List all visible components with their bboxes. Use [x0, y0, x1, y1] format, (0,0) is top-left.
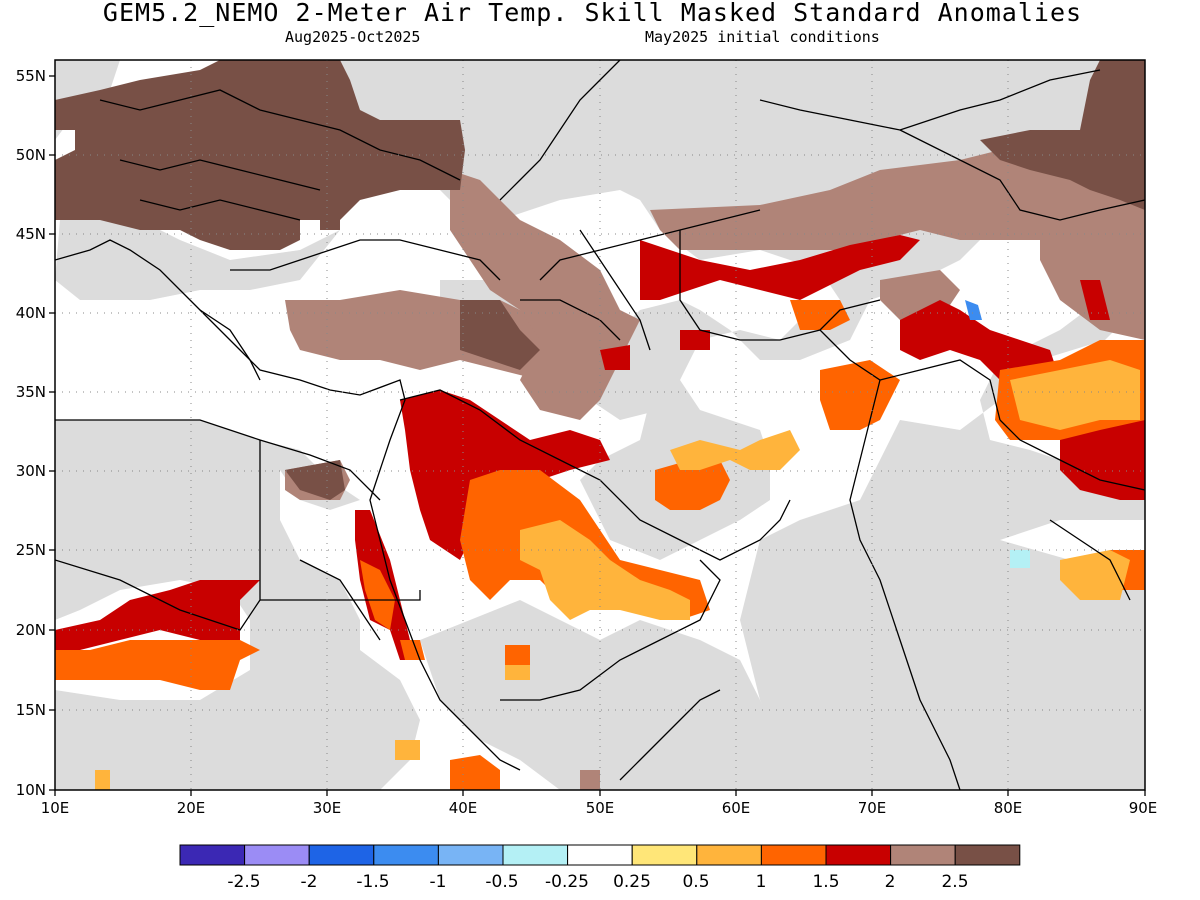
anomaly-negative-patch-blue — [965, 300, 982, 320]
colorbar-label: 0.25 — [613, 872, 651, 892]
colorbar-label: 2.5 — [941, 872, 968, 892]
lon-label-70E: 70E — [858, 799, 887, 817]
colorbar-swatch — [502, 844, 569, 866]
colorbar-swatch — [567, 844, 633, 866]
boundary-lines — [55, 60, 1145, 790]
colorbar-label: -1.5 — [356, 872, 389, 892]
anomaly-0.5-to-1 — [95, 360, 1140, 790]
lat-label-40N: 40N — [16, 304, 46, 322]
lon-label-60E: 60E — [722, 799, 751, 817]
colorbar-swatch — [179, 844, 246, 866]
anomaly-above-2.5 — [55, 60, 1145, 500]
colorbar-swatch — [244, 844, 310, 866]
colorbar-swatch — [954, 844, 1021, 866]
lon-label-20E: 20E — [177, 799, 206, 817]
anomaly-negative-patch — [1010, 550, 1030, 568]
initial-conditions: May2025 initial conditions — [645, 28, 880, 46]
longitude-labels: 10E 20E 30E 40E 50E 60E 70E 80E 90E — [41, 799, 1158, 817]
map-fields — [55, 60, 1145, 790]
lon-label-90E: 90E — [1129, 799, 1158, 817]
lon-label-50E: 50E — [586, 799, 615, 817]
lat-label-15N: 15N — [16, 701, 46, 719]
colorbar-swatches — [179, 844, 1021, 866]
lat-label-10N: 10N — [16, 781, 46, 799]
lon-label-30E: 30E — [313, 799, 342, 817]
colorbar-swatch — [760, 844, 827, 866]
lat-label-55N: 55N — [16, 67, 46, 85]
colorbar: -2.5 -2 -1.5 -1 -0.5 -0.25 0.25 0.5 1 1.… — [179, 844, 1021, 892]
colorbar-swatch — [890, 844, 956, 866]
colorbar-label: -1 — [430, 872, 447, 892]
forecast-period: Aug2025-Oct2025 — [285, 28, 421, 46]
lat-label-50N: 50N — [16, 146, 46, 164]
lon-label-10E: 10E — [41, 799, 70, 817]
colorbar-swatch — [373, 844, 439, 866]
lat-label-45N: 45N — [16, 225, 46, 243]
colorbar-label: -0.25 — [545, 872, 589, 892]
gridlines — [55, 60, 1145, 790]
lat-label-35N: 35N — [16, 383, 46, 401]
colorbar-label: -0.5 — [485, 872, 518, 892]
colorbar-label: 1 — [756, 872, 767, 892]
colorbar-swatch — [631, 844, 698, 866]
tick-marks — [49, 75, 1146, 796]
lat-label-30N: 30N — [16, 462, 46, 480]
colorbar-label: 0.5 — [682, 872, 709, 892]
colorbar-labels: -2.5 -2 -1.5 -1 -0.5 -0.25 0.25 0.5 1 1.… — [227, 872, 968, 892]
lon-label-40E: 40E — [449, 799, 478, 817]
colorbar-swatch — [696, 844, 762, 866]
lat-label-20N: 20N — [16, 621, 46, 639]
latitude-labels: 55N 50N 45N 40N 35N 30N 25N 20N 15N 10N — [16, 67, 46, 799]
lon-label-80E: 80E — [994, 799, 1023, 817]
colorbar-label: 2 — [885, 872, 896, 892]
colorbar-swatch — [825, 844, 892, 866]
lat-label-25N: 25N — [16, 541, 46, 559]
colorbar-swatch — [437, 844, 504, 866]
colorbar-label: -2 — [301, 872, 318, 892]
colorbar-label: -2.5 — [227, 872, 260, 892]
colorbar-swatch — [308, 844, 375, 866]
colorbar-label: 1.5 — [812, 872, 839, 892]
map-title: GEM5.2_NEMO 2-Meter Air Temp. Skill Mask… — [102, 0, 1083, 27]
